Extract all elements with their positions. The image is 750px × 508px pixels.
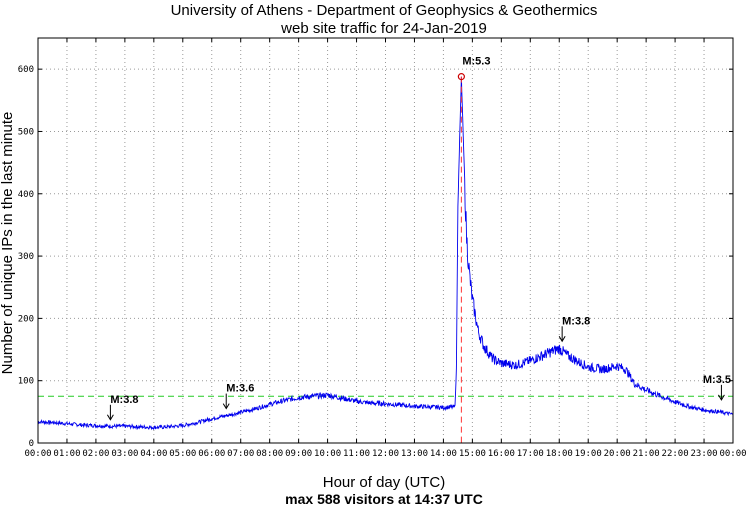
traffic-series-line (37, 76, 734, 431)
annotation-arrowhead (717, 394, 725, 401)
y-tick-label: 0 (29, 439, 34, 449)
event-annotations: M:3.8 M:3.6 M:3.8 M:3.5 (106, 315, 731, 421)
x-tick-label: 11:00 (343, 449, 370, 459)
annotation-label: M:3.5 (703, 374, 731, 386)
x-tick-label: 20:00 (604, 449, 631, 459)
x-tick-label: 04:00 (140, 449, 167, 459)
x-tick-label: 17:00 (517, 449, 544, 459)
y-tick-label: 500 (18, 127, 34, 137)
annotation-label: M:3.8 (110, 394, 138, 406)
x-tick-label: 16:00 (488, 449, 515, 459)
x-axis-label: Hour of day (UTC) (323, 474, 446, 491)
annotation-arrowhead (222, 403, 230, 410)
x-tick-label: 06:00 (198, 449, 225, 459)
x-tick-label: 19:00 (575, 449, 602, 459)
x-tick-label: 08:00 (256, 449, 283, 459)
chart-footer: max 588 visitors at 14:37 UTC (285, 491, 483, 507)
x-tick-label: 18:00 (546, 449, 573, 459)
annotation-label: M:3.8 (562, 315, 590, 327)
x-tick-label: 01:00 (53, 449, 80, 459)
annotation-arrowhead (106, 414, 114, 421)
y-tick-label: 200 (18, 314, 34, 324)
x-tick-label: 12:00 (372, 449, 399, 459)
peak-marker-circle (457, 73, 465, 81)
x-tick-label: 13:00 (401, 449, 428, 459)
y-tick-label: 600 (18, 65, 34, 75)
grid-lines (38, 38, 733, 443)
y-tick-label: 400 (18, 190, 34, 200)
y-tick-label: 300 (18, 252, 34, 262)
x-tick-label: 22:00 (662, 449, 689, 459)
y-axis-ticks: 0 100 200 300 400 500 600 (18, 65, 733, 449)
x-tick-label: 00:00 (719, 449, 746, 459)
y-tick-label: 100 (18, 377, 34, 387)
x-tick-label: 00:00 (24, 449, 51, 459)
x-tick-label: 15:00 (459, 449, 486, 459)
x-axis-ticks: 00:00 01:00 02:00 03:00 04:00 05:00 06:00 07:00… (24, 38, 747, 459)
x-tick-label: 05:00 (169, 449, 196, 459)
y-axis-label: Number of unique IPs in the last minute (0, 112, 16, 375)
x-tick-label: 21:00 (633, 449, 660, 459)
x-tick-label: 02:00 (82, 449, 109, 459)
series-layer: M:5.3 (37, 56, 734, 443)
x-tick-label: 10:00 (314, 449, 341, 459)
chart-title-line1: University of Athens - Department of Geo… (171, 2, 598, 19)
x-tick-label: 03:00 (111, 449, 138, 459)
x-tick-label: 23:00 (690, 449, 717, 459)
x-tick-label: 09:00 (285, 449, 312, 459)
x-tick-label: 07:00 (227, 449, 254, 459)
annotation-arrowhead (558, 336, 566, 343)
peak-label: M:5.3 (462, 56, 490, 68)
chart-title-line2: web site traffic for 24-Jan-2019 (280, 20, 487, 37)
annotation-label: M:3.6 (226, 383, 254, 395)
x-tick-label: 14:00 (430, 449, 457, 459)
